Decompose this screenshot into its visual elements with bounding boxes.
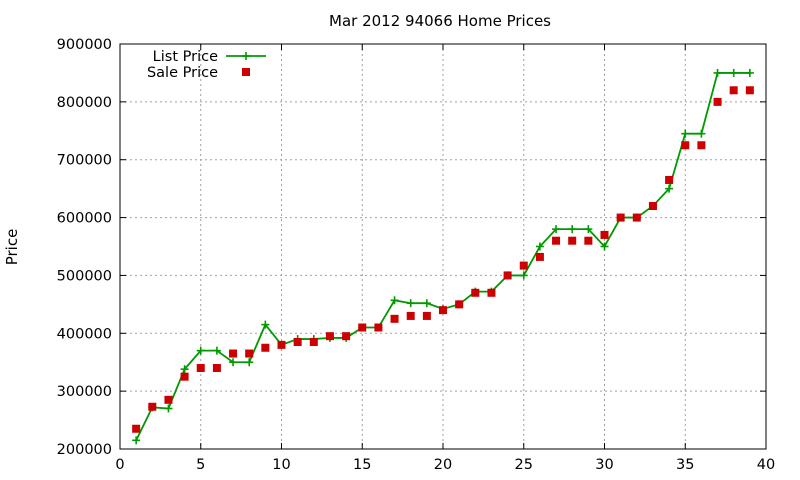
series-sale-price bbox=[132, 86, 754, 433]
sale-price-point bbox=[632, 213, 641, 222]
legend-label: Sale Price bbox=[147, 65, 218, 81]
x-ticks: 0 5 10 15 20 25 30 35 40 bbox=[115, 44, 775, 473]
legend-swatch-plus bbox=[242, 52, 250, 60]
x-tick-label: 35 bbox=[676, 457, 694, 473]
list-price-point bbox=[600, 242, 609, 251]
list-price-point bbox=[164, 404, 173, 413]
sale-price-point bbox=[503, 271, 512, 280]
list-price-point bbox=[697, 129, 706, 138]
y-tick-label: 400000 bbox=[57, 326, 112, 342]
legend-swatch-square bbox=[242, 68, 250, 76]
sale-price-point bbox=[309, 337, 318, 346]
x-tick-label: 30 bbox=[595, 457, 613, 473]
sale-price-point bbox=[164, 395, 173, 404]
sale-price-point bbox=[390, 314, 399, 323]
sale-price-point bbox=[487, 288, 496, 297]
y-tick-label: 300000 bbox=[57, 384, 112, 400]
list-price-point bbox=[552, 225, 561, 234]
sale-price-point bbox=[697, 141, 706, 150]
list-price-point bbox=[390, 296, 399, 305]
x-tick-label: 0 bbox=[115, 457, 124, 473]
sale-price-point bbox=[422, 311, 431, 320]
sale-price-point bbox=[745, 86, 754, 95]
y-tick-label: 200000 bbox=[57, 442, 112, 458]
y-tick-label: 900000 bbox=[57, 37, 112, 53]
list-price-point bbox=[535, 242, 544, 251]
sale-price-point bbox=[245, 349, 254, 358]
sale-price-point bbox=[277, 340, 286, 349]
sale-price-point bbox=[342, 332, 351, 341]
list-price-point bbox=[422, 299, 431, 308]
list-price-point bbox=[212, 346, 221, 355]
sale-price-point bbox=[713, 97, 722, 106]
list-price-point bbox=[519, 271, 528, 280]
x-tick-label: 15 bbox=[353, 457, 371, 473]
sale-price-point bbox=[132, 424, 141, 433]
sale-price-point bbox=[681, 141, 690, 150]
sale-price-point bbox=[261, 343, 270, 352]
sale-price-point bbox=[471, 288, 480, 297]
y-tick-label: 800000 bbox=[57, 95, 112, 111]
sale-price-point bbox=[406, 311, 415, 320]
y-tick-label: 600000 bbox=[57, 211, 112, 227]
sale-price-point bbox=[212, 364, 221, 372]
x-tick-label: 40 bbox=[757, 457, 775, 473]
series bbox=[132, 68, 754, 445]
list-price-point bbox=[196, 346, 205, 355]
list-price-point bbox=[681, 129, 690, 138]
list-price-point bbox=[132, 436, 141, 445]
chart-title: Mar 2012 94066 Home Prices bbox=[329, 12, 551, 30]
list-price-point bbox=[229, 358, 238, 367]
sale-price-point bbox=[180, 372, 189, 381]
list-price-point bbox=[584, 225, 593, 234]
list-price-point bbox=[745, 68, 754, 77]
sale-price-point bbox=[600, 230, 609, 239]
list-price-point bbox=[261, 320, 270, 329]
sale-price-point bbox=[552, 236, 561, 245]
y-ticks: 200000 300000 400000 500000 600000 700000 8000… bbox=[57, 37, 766, 458]
grid bbox=[120, 44, 766, 449]
y-axis-label: Price bbox=[3, 229, 21, 266]
sale-price-point bbox=[665, 175, 674, 184]
sale-price-point bbox=[325, 332, 334, 341]
x-tick-label: 20 bbox=[434, 457, 452, 473]
sale-price-point bbox=[616, 213, 625, 222]
y-tick-label: 500000 bbox=[57, 268, 112, 284]
list-price-point bbox=[568, 225, 577, 234]
sale-price-point bbox=[196, 364, 205, 372]
list-price-point bbox=[245, 358, 254, 367]
sale-price-point bbox=[229, 349, 238, 358]
legend-label: List Price bbox=[153, 49, 218, 65]
list-price-point bbox=[180, 365, 189, 374]
list-price-point bbox=[713, 68, 722, 77]
list-price-point bbox=[406, 299, 415, 308]
sale-price-point bbox=[455, 300, 464, 309]
sale-price-point bbox=[293, 337, 302, 346]
x-tick-label: 25 bbox=[515, 457, 533, 473]
x-tick-label: 5 bbox=[196, 457, 205, 473]
sale-price-point bbox=[584, 236, 593, 245]
sale-price-point bbox=[648, 202, 657, 210]
sale-price-point bbox=[519, 261, 528, 270]
x-tick-label: 10 bbox=[272, 457, 290, 473]
list-price-point bbox=[665, 184, 674, 193]
sale-price-point bbox=[439, 306, 447, 315]
sale-price-point bbox=[358, 323, 367, 332]
sale-price-point bbox=[568, 236, 577, 245]
list-price-point bbox=[729, 68, 738, 77]
sale-price-point bbox=[148, 402, 157, 411]
sale-price-point bbox=[535, 252, 544, 261]
y-tick-label: 700000 bbox=[57, 153, 112, 169]
sale-price-point bbox=[374, 323, 383, 332]
sale-price-point bbox=[729, 86, 738, 95]
